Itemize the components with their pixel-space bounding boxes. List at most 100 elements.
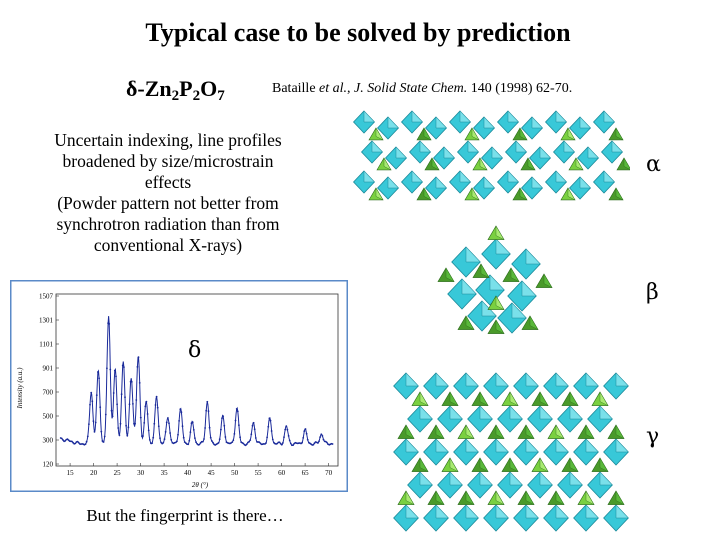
diffraction-point <box>191 421 194 424</box>
diffraction-point <box>174 441 177 444</box>
gamma-tetrahedron <box>517 490 535 506</box>
diffraction-point <box>236 410 239 413</box>
gamma-tetrahedron <box>501 391 519 407</box>
gamma-octahedron <box>573 504 599 532</box>
diffraction-point <box>212 441 214 444</box>
octahedron-highlight <box>587 146 600 159</box>
gamma-tetrahedron <box>531 391 549 407</box>
diffraction-point <box>208 426 211 429</box>
octahedron-highlight <box>419 405 433 420</box>
diffraction-point <box>132 403 134 405</box>
gamma-structure <box>393 372 629 532</box>
gamma-octahedron <box>573 438 599 466</box>
diffraction-point <box>267 425 270 428</box>
tetrahedron-highlight <box>423 187 432 201</box>
diffraction-point <box>283 436 285 438</box>
description-line: conventional X-rays) <box>93 235 243 255</box>
diffraction-point <box>192 429 195 431</box>
tetrahedron-highlight <box>465 315 475 331</box>
tetrahedron-highlight <box>599 391 609 407</box>
diffraction-point <box>245 443 248 445</box>
gamma-tetrahedron <box>547 490 565 506</box>
gamma-octahedron <box>513 372 539 400</box>
plot-xtick-label: 30 <box>137 469 145 477</box>
diffraction-point <box>123 366 125 368</box>
diffraction-point <box>258 441 261 443</box>
beta-structure <box>437 225 553 334</box>
diffraction-point <box>252 421 255 424</box>
alpha-octahedron <box>408 140 432 164</box>
reference-citation: Bataille et al., J. Solid State Chem. 14… <box>272 81 572 97</box>
diffraction-point <box>88 423 90 425</box>
diffraction-point <box>194 437 196 439</box>
octahedron-highlight <box>363 170 376 183</box>
octahedron-highlight <box>555 170 568 183</box>
octahedron-highlight <box>539 146 552 159</box>
diffraction-point <box>301 441 303 444</box>
diffraction-point <box>135 399 138 401</box>
beta-octahedron <box>475 274 505 306</box>
octahedron-highlight <box>459 170 472 183</box>
beta-octahedron <box>447 278 477 310</box>
alpha-octahedron <box>448 110 472 134</box>
diffraction-point <box>222 415 225 417</box>
tetrahedron-highlight <box>525 424 535 440</box>
alpha-tetrahedron <box>608 127 624 141</box>
diffraction-point <box>146 413 149 415</box>
octahedron-highlight <box>539 405 553 420</box>
gamma-octahedron <box>527 471 553 499</box>
diffraction-point <box>164 431 167 433</box>
alpha-tetrahedron <box>568 157 584 171</box>
gamma-octahedron <box>467 471 493 499</box>
gamma-octahedron <box>513 438 539 466</box>
diffraction-point <box>233 433 236 435</box>
gamma-octahedron <box>423 372 449 400</box>
plot-xtick-label: 15 <box>67 469 75 477</box>
octahedron-highlight <box>525 248 541 265</box>
alpha-octahedron <box>360 140 384 164</box>
plot-xtick-label: 25 <box>114 469 122 477</box>
diffraction-point <box>121 364 124 367</box>
octahedron-highlight <box>611 140 624 153</box>
diffraction-points <box>59 322 334 447</box>
description-line: broadened by size/microstrain <box>62 151 274 171</box>
tetrahedron-highlight <box>465 490 475 506</box>
octahedron-highlight <box>615 372 629 387</box>
octahedron-highlight <box>495 438 509 453</box>
gamma-octahedron <box>543 372 569 400</box>
diffraction-point <box>280 443 283 446</box>
alpha-tetrahedron <box>512 127 528 141</box>
gamma-octahedron <box>543 438 569 466</box>
gamma-tetrahedron <box>591 391 609 407</box>
diffraction-point <box>234 419 237 422</box>
alpha-octahedron <box>568 116 592 140</box>
tetrahedron-highlight <box>555 424 565 440</box>
diffraction-point <box>305 432 308 435</box>
gamma-octahedron <box>513 504 539 532</box>
diffraction-point <box>101 440 104 442</box>
tetrahedron-highlight <box>569 457 579 473</box>
octahedron-highlight <box>599 405 613 420</box>
diffraction-point <box>111 415 114 418</box>
tetrahedron-highlight <box>419 457 429 473</box>
alpha-octahedron <box>384 146 408 170</box>
diffraction-point <box>187 443 190 446</box>
octahedron-highlight <box>585 372 599 387</box>
octahedron-highlight <box>405 372 419 387</box>
diffraction-point <box>303 430 306 432</box>
diffraction-point <box>113 369 116 372</box>
tetrahedron-highlight <box>555 490 565 506</box>
diffraction-point <box>203 438 205 440</box>
diffraction-point <box>319 436 321 438</box>
alpha-octahedron <box>496 170 520 194</box>
tetrahedron-highlight <box>539 391 549 407</box>
gamma-tetrahedron <box>457 490 475 506</box>
beta-octahedron <box>507 280 537 312</box>
diffraction-point <box>244 444 247 447</box>
gamma-tetrahedron <box>441 391 459 407</box>
plot-xtick-label: 35 <box>161 469 169 477</box>
gamma-tetrahedron <box>427 490 445 506</box>
gamma-tetrahedron <box>427 424 445 440</box>
gamma-octahedron <box>573 372 599 400</box>
diffraction-point <box>223 424 226 427</box>
